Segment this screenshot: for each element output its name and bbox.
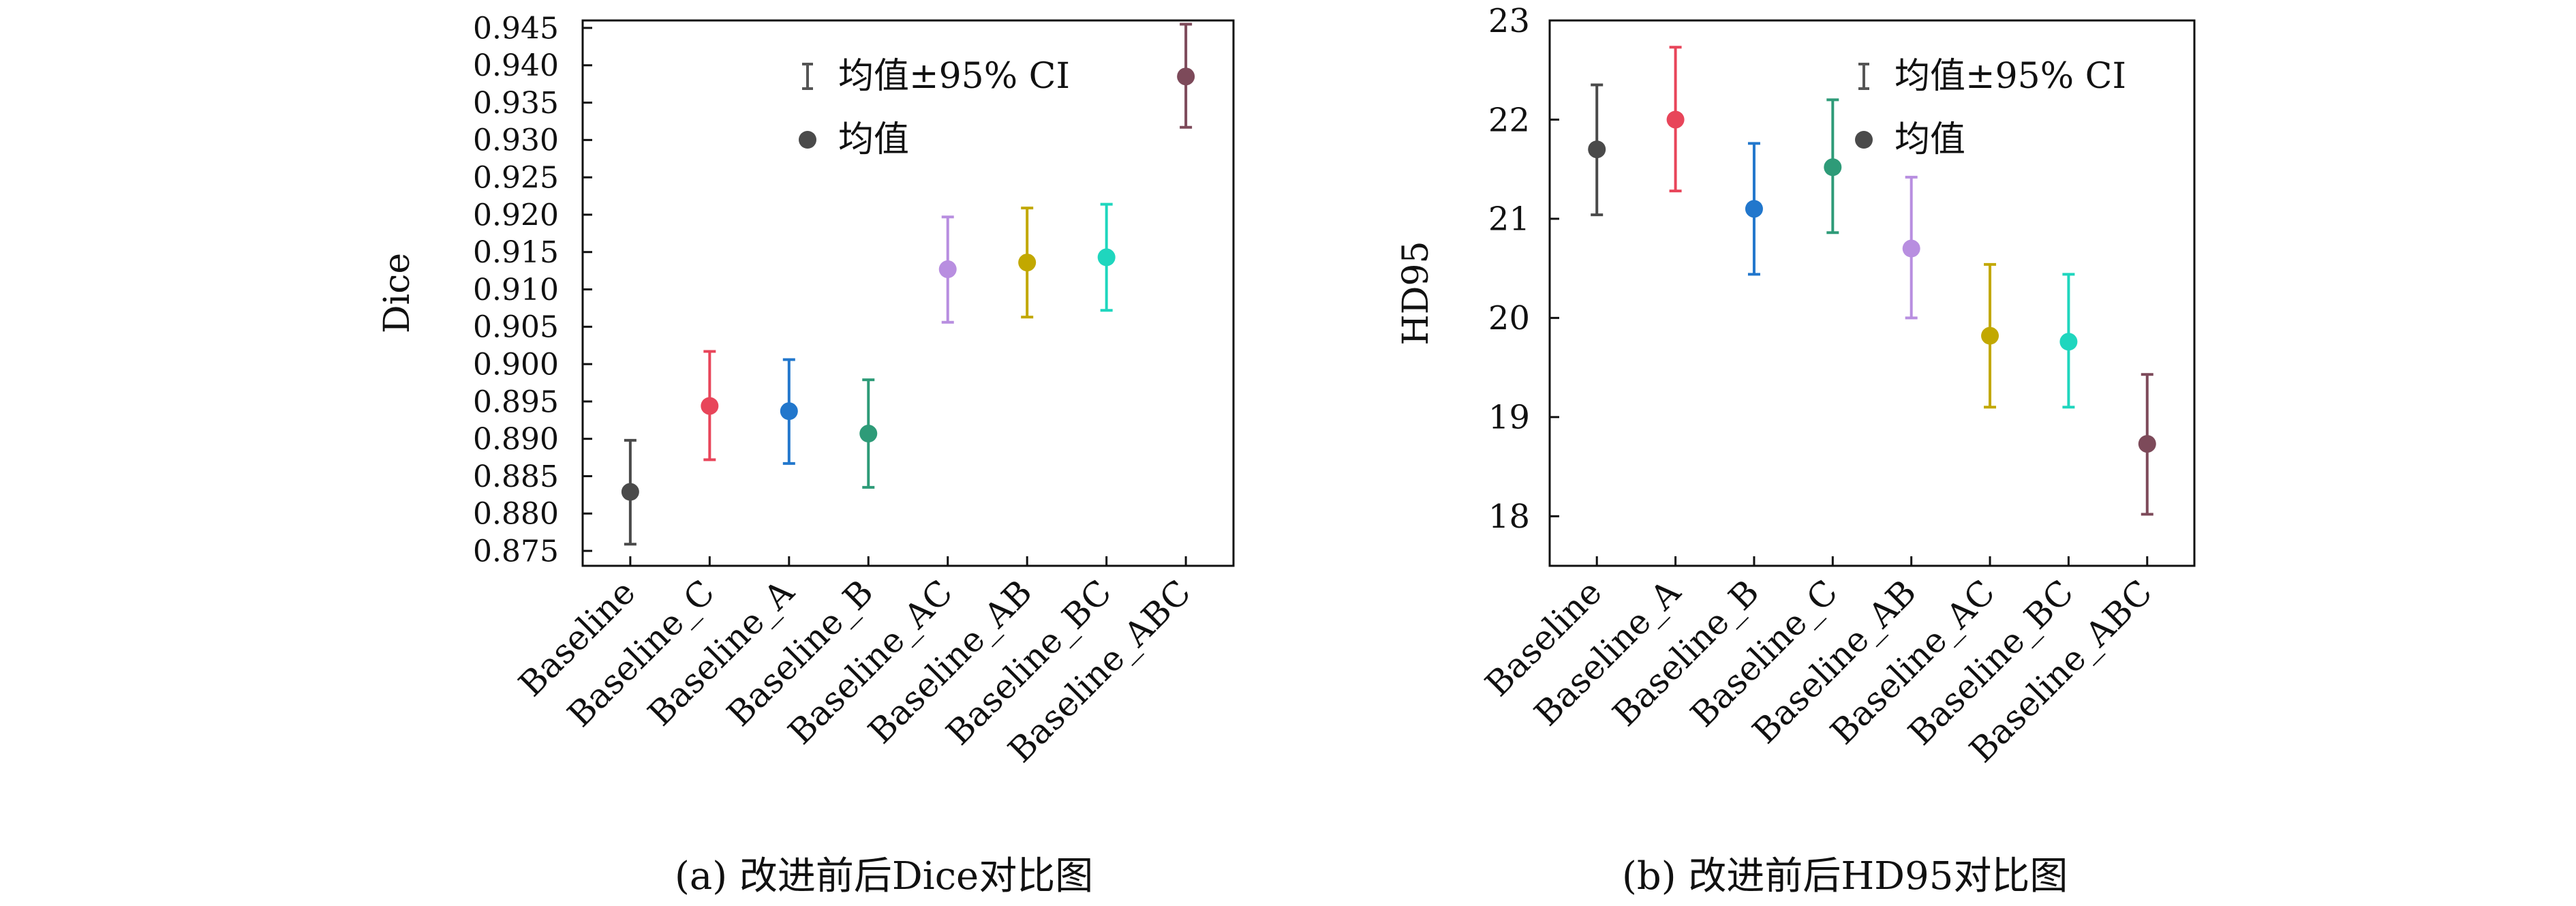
legend-mean-label: 均值 [838,119,909,160]
y-tick-label: 0.915 [473,235,559,270]
y-tick-label: 0.890 [473,422,559,457]
mean-point [1824,158,1842,177]
mean-point [1981,327,1999,345]
legend-mean-marker [1855,131,1873,149]
y-tick-label: 0.925 [473,161,559,196]
mean-point [1177,67,1195,86]
y-tick-label: 0.930 [473,123,559,158]
plot-frame [1548,19,2196,567]
legend-mean-label: 均值 [1895,119,1965,160]
mean-point [780,402,798,421]
mean-point [938,260,957,278]
mean-point [1902,239,1920,258]
y-tick-label: 0.945 [473,11,559,46]
y-tick-label: 0.910 [473,273,559,307]
legend-mean-marker [799,131,816,149]
y-tick-label: 0.880 [473,497,559,532]
y-tick-label: 0.920 [473,198,559,232]
y-tick-label: 0.935 [473,86,559,121]
mean-point [2059,333,2078,351]
y-axis-label: HD95 [1396,241,1437,345]
mean-point [701,397,719,415]
mean-point [621,483,639,501]
legend-errorbar-label: 均值±95% CI [838,56,1070,97]
mean-point [1588,140,1606,159]
hd95-chart-svg: 181920212223HD95BaselineBaseline_ABaseli… [1396,2,2196,770]
y-tick-label: 0.895 [473,384,559,419]
y-tick-label: 21 [1488,200,1530,239]
caption-dice: (a) 改进前后Dice对比图 [675,854,1094,899]
y-tick-label: 0.875 [473,534,559,569]
chart-panel-dice: 0.875 0.880 0.885 0.890 0.895 0.900 0.905 0.910… [0,0,1288,903]
y-tick-label: 0.885 [473,459,559,494]
y-axis-label: Dice [377,253,418,333]
y-tick-label: 23 [1488,2,1530,40]
mean-point [1097,248,1116,267]
mean-point [1018,254,1037,272]
mean-point [2138,435,2156,453]
y-tick-label: 0.905 [473,310,559,345]
mean-point [1745,200,1763,218]
chart-panel-hd95: 18 19 20 21 22 23 HD95 Baseline Baseline_A Baseli… [1288,0,2576,903]
caption-hd95: (b) 改进前后HD95对比图 [1622,854,2068,899]
y-tick-label: 0.940 [473,48,559,83]
mean-point [859,425,878,443]
mean-point [1666,110,1685,129]
y-tick-label: 22 [1488,101,1530,139]
legend-errorbar-label: 均值±95% CI [1895,56,2126,97]
y-tick-label: 19 [1488,399,1530,437]
y-tick-label: 18 [1488,498,1530,536]
dice-chart-svg: 0.8750.8800.8850.8900.8950.9000.9050.910… [377,11,1235,770]
y-tick-label: 20 [1488,299,1530,337]
y-tick-label: 0.900 [473,348,559,382]
plot-frame [581,19,1235,567]
